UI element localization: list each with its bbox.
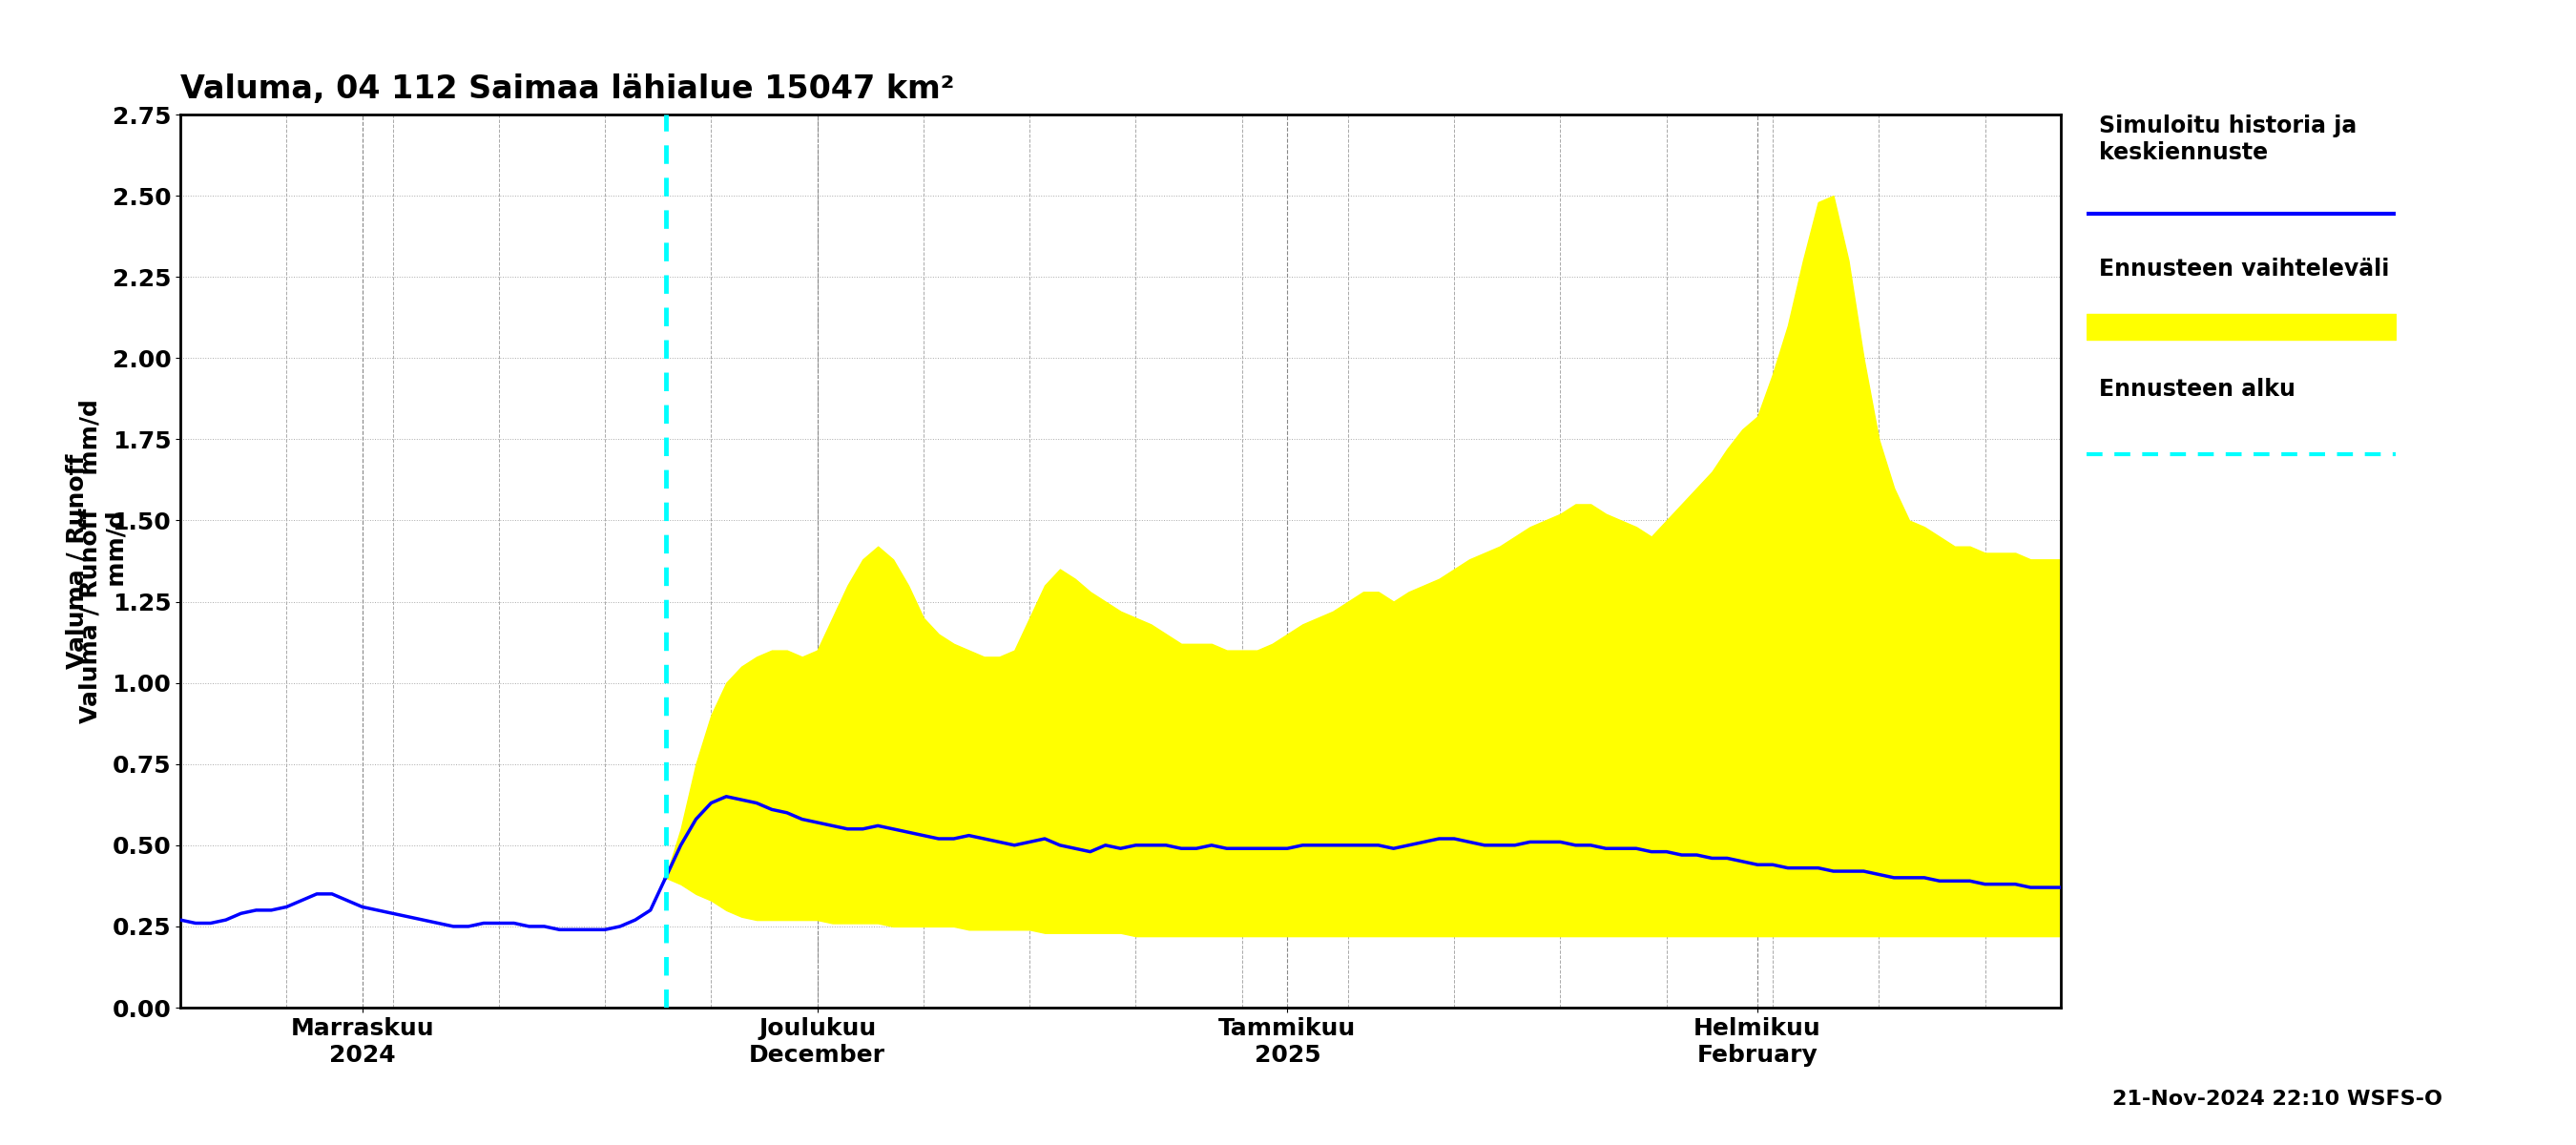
Text: 21-Nov-2024 22:10 WSFS-O: 21-Nov-2024 22:10 WSFS-O: [2112, 1090, 2442, 1108]
Text: Ennusteen vaihteleväli: Ennusteen vaihteleväli: [2099, 258, 2391, 281]
Text: Ennusteen alku: Ennusteen alku: [2099, 378, 2295, 401]
Text: mm/d: mm/d: [106, 511, 129, 611]
Text: Valuma / Runoff: Valuma / Runoff: [64, 453, 88, 669]
Text: Valuma, 04 112 Saimaa lähialue 15047 km²: Valuma, 04 112 Saimaa lähialue 15047 km²: [180, 73, 956, 105]
Text: Simuloitu historia ja
keskiennuste: Simuloitu historia ja keskiennuste: [2099, 114, 2357, 164]
Y-axis label: Valuma / Runoff    mm/d: Valuma / Runoff mm/d: [77, 398, 100, 724]
